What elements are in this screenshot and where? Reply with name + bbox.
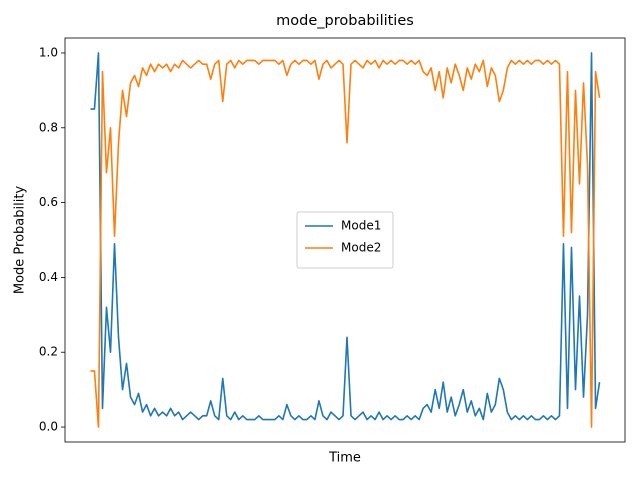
y-tick-label: 0.8 [39, 120, 58, 134]
legend: Mode1 Mode2 [296, 211, 394, 269]
y-tick-label: 0.2 [39, 345, 58, 359]
y-tick-label: 0.4 [39, 270, 58, 284]
y-tick-label: 0.0 [39, 420, 58, 434]
data-line [90, 59, 601, 428]
plot-frame [64, 37, 626, 443]
x-axis-label: Time [328, 451, 361, 466]
y-tick-label: 0.6 [39, 195, 58, 209]
y-axis-label: Mode Probability [13, 186, 28, 295]
y-tick-label: 1.0 [39, 45, 58, 59]
legend-label: Mode1 [341, 219, 381, 233]
data-line [90, 52, 601, 421]
legend-label: Mode2 [341, 241, 381, 255]
chart-title: mode_probabilities [276, 13, 414, 29]
